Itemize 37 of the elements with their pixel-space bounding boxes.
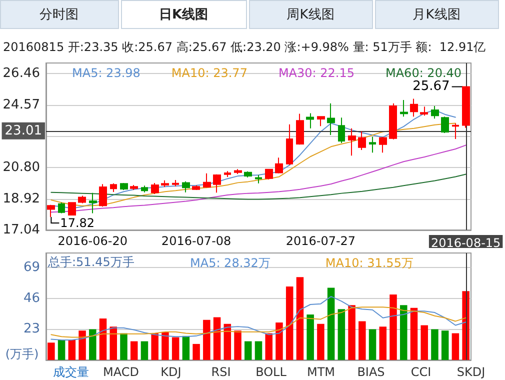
text: 分时图 — [40, 8, 78, 22]
y-tick-label: 24.57 — [2, 98, 40, 112]
text: CCI — [410, 365, 432, 379]
text: 20160815 开:23.35 收:25.67 高:25.67 低:23.20 涨:+9.98% 量: 51万手 额: 12.91亿 — [3, 40, 486, 54]
text: KDJ — [160, 365, 182, 379]
text: 成交量 — [53, 365, 89, 379]
annotation: 总手:51.45万手 — [47, 255, 134, 269]
ref-line-label: 23.01 — [4, 123, 42, 138]
text: MA5: 28.32万 — [190, 256, 270, 270]
text: RSI — [211, 365, 231, 379]
x-tick-label: 2016-07-27 — [286, 234, 356, 248]
text: SKDJ — [456, 365, 486, 379]
y-tick-label: 17.04 — [2, 222, 40, 238]
text: MA10: 31.55万 — [325, 256, 414, 270]
text: BIAS — [357, 365, 385, 379]
text: BOLL — [256, 365, 287, 379]
y-tick-label: 26.46 — [2, 66, 40, 82]
annotation: 17.82 — [60, 216, 95, 230]
x-tick-label: 2016-08-15 — [430, 236, 501, 250]
y-tick-label: 23 — [23, 322, 40, 337]
x-tick-label: 2016-06-20 — [58, 234, 128, 248]
text: MACD — [103, 365, 139, 379]
y-tick-label: 18.92 — [2, 191, 40, 206]
y-axis-title: (万手) — [5, 347, 39, 361]
text: 日K线图 — [158, 8, 208, 22]
y-tick-label: 69 — [23, 260, 40, 276]
text: MA60: 20.40 — [385, 66, 462, 80]
text: MA5: 23.98 — [72, 66, 140, 80]
y-tick-label: 46 — [23, 290, 40, 306]
y-tick-label: 20.80 — [2, 160, 40, 176]
text: 月K线图 — [412, 8, 460, 22]
text: 周K线图 — [286, 8, 334, 22]
text: MA30: 22.15 — [278, 66, 354, 80]
text: MA10: 23.77 — [171, 66, 248, 80]
annotation: 25.67 — [412, 79, 450, 94]
x-tick-label: 2016-07-08 — [161, 234, 232, 248]
text: MTM — [306, 365, 336, 379]
